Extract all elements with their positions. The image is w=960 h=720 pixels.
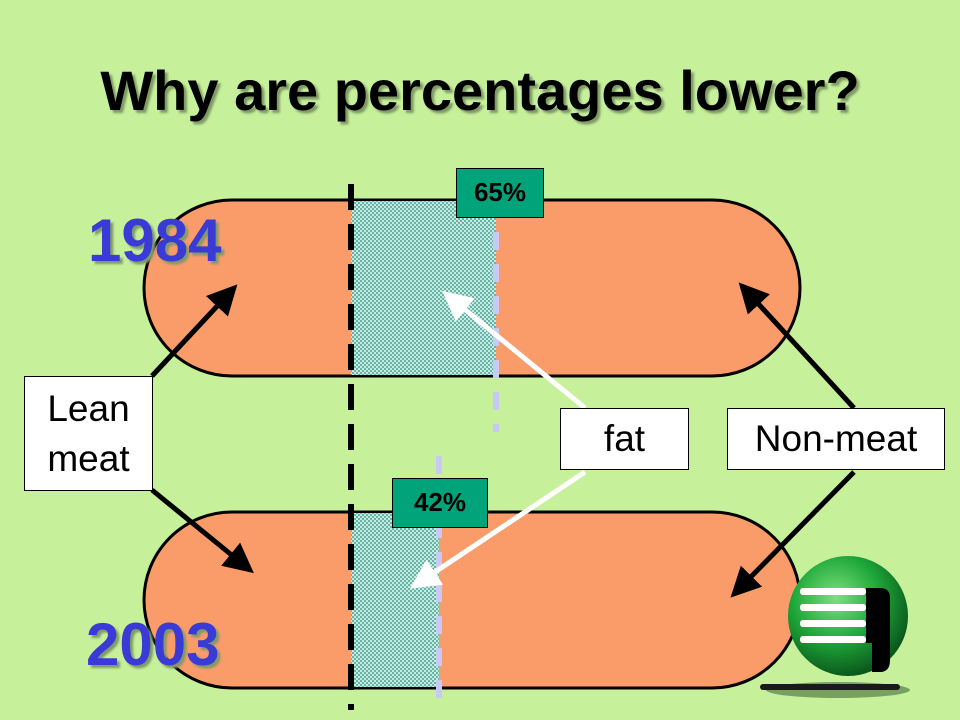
non-meat-label: Non-meat: [727, 408, 945, 470]
fat-band-2003: [351, 513, 439, 687]
percent-badge-2003: 42%: [392, 478, 488, 528]
fat-band-1984: [351, 201, 496, 375]
lean-arrow-bottom: [150, 488, 254, 574]
fat-arrow-bottom: [409, 469, 587, 589]
percent-badge-1984: 65%: [456, 168, 544, 218]
nonmeat-arrow-bottom: [730, 470, 856, 598]
sausage-2003: [142, 510, 802, 690]
fat-label: fat: [560, 408, 689, 470]
lean-meat-label-line1: Lean: [47, 387, 130, 429]
lean-meat-label-line2: meat: [47, 437, 130, 479]
year-label-2003: 2003: [86, 611, 220, 678]
lean-meat-label: Lean meat: [24, 376, 153, 491]
slide-title: Why are percentages lower?: [100, 59, 860, 122]
lean-arrow-top: [150, 284, 238, 378]
nonmeat-arrow-top: [738, 282, 856, 410]
fat-arrow-top: [442, 290, 587, 410]
fork-logo-icon: [760, 556, 910, 698]
year-label-1984: 1984: [88, 207, 222, 274]
